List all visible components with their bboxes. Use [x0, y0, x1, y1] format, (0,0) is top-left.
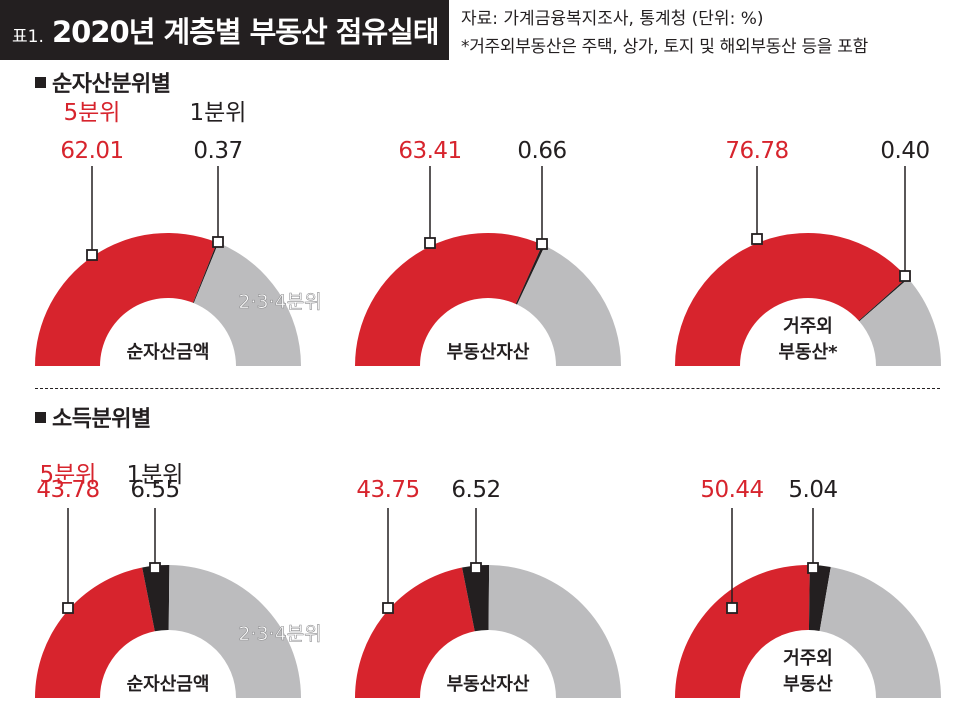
bottom-category-label: 1분위	[127, 462, 184, 488]
section-title-label: 소득분위별	[52, 407, 151, 432]
footnote: *거주외부동산은 주택, 상가, 토지 및 해외부동산 등을 포함	[461, 37, 868, 57]
bottom-value-label: 0.37	[193, 138, 242, 164]
bottom-value-label: 0.66	[517, 138, 566, 164]
center-label: 거주외	[783, 648, 833, 669]
section-title-net-assets: 순자산분위별	[35, 66, 171, 98]
center-label: 거주외	[783, 316, 833, 337]
bottom-quintile-segment	[142, 565, 170, 632]
bottom-marker	[212, 236, 224, 248]
top-marker	[86, 249, 98, 261]
bottom-value-label: 5.04	[788, 477, 837, 503]
bottom-quintile-segment	[808, 565, 831, 632]
bullet-square-icon	[35, 77, 46, 88]
top-value-label: 63.41	[398, 138, 461, 164]
top-marker	[424, 237, 436, 249]
center-label: 부동산자산	[447, 674, 530, 695]
bottom-quintile-segment	[515, 244, 545, 305]
page-title: 2020년 계층별 부동산 점유실태	[52, 15, 439, 49]
section-divider	[35, 388, 940, 389]
top-value-label: 76.78	[725, 138, 788, 164]
top-value-label: 50.44	[700, 477, 763, 503]
middle-quintile-segment	[488, 565, 621, 698]
bottom-marker	[899, 270, 911, 282]
top-marker	[726, 602, 738, 614]
bottom-quintile-segment	[858, 277, 909, 322]
title-prefix: 표1.	[12, 27, 44, 47]
top-marker	[751, 233, 763, 245]
top-category-label: 5분위	[64, 100, 121, 126]
center-label: 부동산자산	[447, 342, 530, 363]
center-label: 부동산	[783, 674, 833, 695]
bullet-square-icon	[35, 412, 46, 423]
middle-quintile-segment	[517, 245, 621, 366]
middle-quintile-segment	[168, 565, 301, 698]
top-quintile-segment	[355, 567, 475, 698]
bottom-quintile-segment	[193, 242, 219, 304]
top-value-label: 43.78	[36, 477, 99, 503]
bottom-marker	[807, 562, 819, 574]
bottom-marker	[536, 238, 548, 250]
middle-category-label: 2·3·4분위	[238, 623, 321, 645]
section-title-income: 소득분위별	[35, 401, 151, 433]
center-label: 부동산*	[778, 342, 838, 363]
top-marker	[62, 602, 74, 614]
bottom-value-label: 6.52	[451, 477, 500, 503]
middle-quintile-segment	[193, 242, 301, 366]
top-category-label: 5분위	[40, 462, 97, 488]
bottom-quintile-segment	[462, 565, 490, 632]
title-box: 표1. 2020년 계층별 부동산 점유실태	[0, 0, 449, 60]
middle-quintile-segment	[819, 566, 941, 698]
source-note: 자료: 가계금융복지조사, 통계청 (단위: %)	[461, 9, 764, 29]
bottom-marker	[149, 562, 161, 574]
bottom-category-label: 1분위	[190, 100, 247, 126]
top-value-label: 43.75	[356, 477, 419, 503]
center-label: 순자산금액	[127, 342, 210, 363]
bottom-value-label: 0.40	[880, 138, 929, 164]
middle-quintile-segment	[859, 278, 941, 366]
top-quintile-segment	[675, 233, 908, 366]
center-label: 순자산금액	[127, 674, 210, 695]
bottom-marker	[470, 562, 482, 574]
middle-category-label: 2·3·4분위	[238, 291, 321, 313]
top-marker	[382, 602, 394, 614]
section-title-label: 순자산분위별	[52, 72, 171, 97]
top-value-label: 62.01	[60, 138, 123, 164]
top-quintile-segment	[35, 233, 217, 366]
top-quintile-segment	[35, 567, 155, 698]
top-quintile-segment	[355, 232, 543, 366]
top-quintile-segment	[675, 565, 810, 698]
bottom-value-label: 6.55	[130, 477, 179, 503]
